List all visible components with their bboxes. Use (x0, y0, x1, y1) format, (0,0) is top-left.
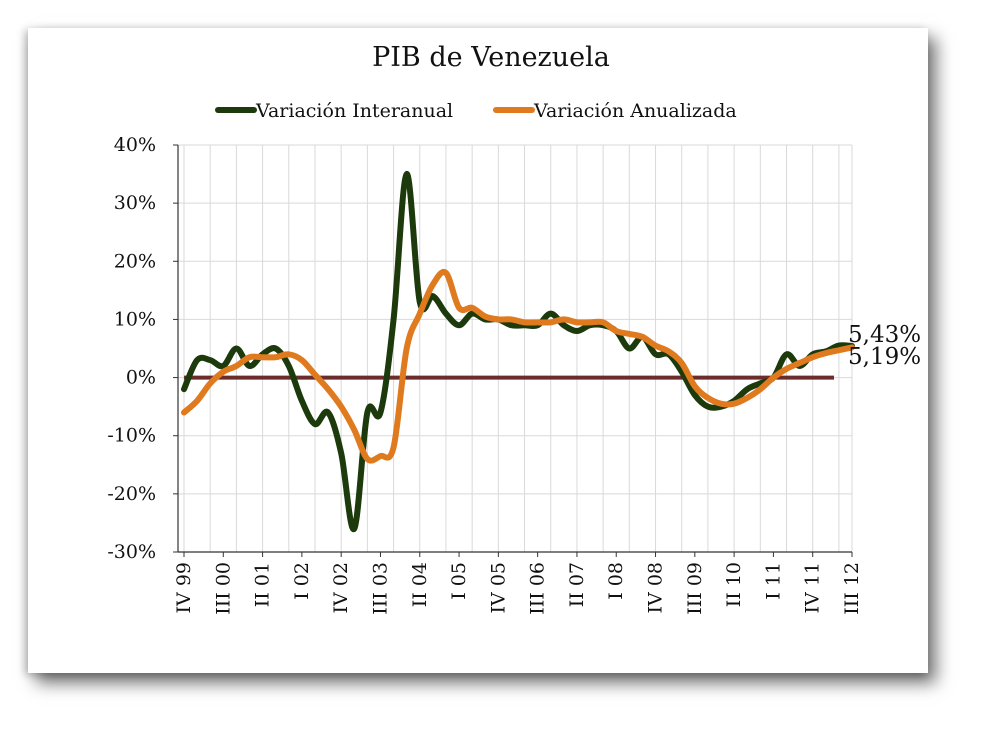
x-tick-label: I 11 (762, 562, 784, 600)
x-tick-label: IV 99 (173, 562, 195, 613)
x-tick-label: III 03 (369, 562, 391, 615)
chart-title: PIB de Venezuela (372, 42, 610, 73)
x-tick-label: II 01 (252, 562, 274, 607)
x-tick-label: III 09 (684, 562, 706, 615)
x-tick-label: III 06 (527, 562, 549, 615)
axes (173, 144, 853, 557)
y-tick-label: 20% (114, 250, 156, 272)
x-tick-label: I 02 (291, 562, 313, 600)
x-tick-label: I 05 (448, 562, 470, 600)
x-tick-label: II 07 (566, 562, 588, 607)
series-line-1 (181, 171, 855, 532)
y-tick-label: 0% (126, 367, 156, 389)
y-tick-label: -20% (107, 483, 156, 505)
legend: Variación Interanual Variación Anualizada (215, 100, 737, 122)
x-tick-label: I 08 (605, 562, 627, 600)
x-tick-label: III 12 (841, 562, 863, 615)
y-tick-label: -10% (107, 425, 156, 447)
series-lines (181, 171, 855, 532)
end-labels: 5,43%5,19% (848, 322, 921, 370)
end-label-interanual: 5,43% (848, 322, 921, 348)
y-tick-labels: 40% 30% 20% 10% 0% -10% -20% -30% (107, 134, 156, 563)
y-tick-label: -30% (107, 541, 156, 563)
legend-label: Variación Anualizada (533, 100, 737, 122)
x-tick-label: IV 11 (802, 562, 824, 613)
end-label-anualizada: 5,19% (848, 344, 921, 370)
y-tick-label: 10% (114, 308, 156, 330)
legend-label: Variación Interanual (255, 100, 453, 122)
x-tick-labels: IV 99 III 00 II 01 I 02 IV 02 III 03 II 04 I 05… (173, 562, 863, 615)
x-tick-label: IV 02 (330, 562, 352, 613)
y-tick-label: 30% (114, 192, 156, 214)
x-tick-label: III 00 (212, 562, 234, 615)
y-tick-label: 40% (114, 134, 156, 156)
x-tick-label: IV 08 (645, 562, 667, 613)
x-tick-label: II 10 (723, 562, 745, 607)
x-tick-label: II 04 (409, 562, 431, 607)
x-tick-label: IV 05 (487, 562, 509, 613)
series-line-2 (181, 269, 855, 464)
